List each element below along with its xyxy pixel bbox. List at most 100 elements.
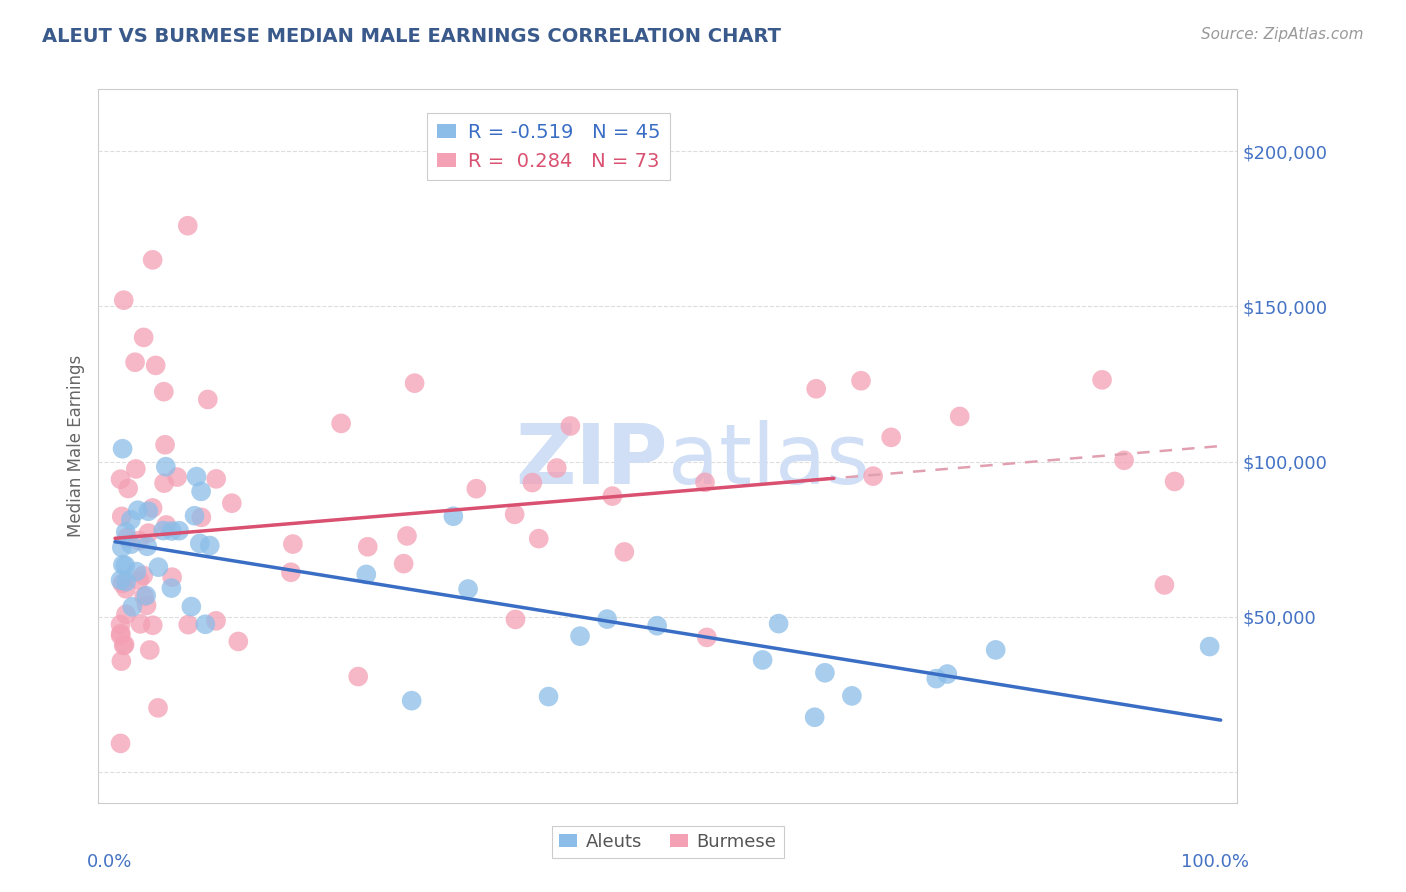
Point bbox=[522, 475, 544, 490]
Point bbox=[281, 537, 304, 551]
Point bbox=[138, 526, 160, 541]
Point bbox=[160, 570, 183, 584]
Point bbox=[145, 359, 167, 373]
Point bbox=[1112, 453, 1135, 467]
Point bbox=[117, 482, 139, 496]
Point bbox=[503, 508, 526, 522]
Point bbox=[125, 565, 148, 579]
Point bbox=[124, 355, 146, 369]
Point bbox=[111, 509, 134, 524]
Point bbox=[135, 599, 157, 613]
Point bbox=[136, 539, 159, 553]
Point bbox=[330, 417, 353, 431]
Point bbox=[132, 330, 155, 344]
Point bbox=[356, 567, 378, 582]
Point bbox=[167, 524, 190, 538]
Point bbox=[197, 392, 219, 407]
Point bbox=[127, 503, 149, 517]
Point bbox=[569, 629, 592, 643]
Point bbox=[111, 442, 134, 456]
Point bbox=[128, 533, 150, 548]
Point bbox=[347, 669, 370, 683]
Point bbox=[925, 672, 948, 686]
Point bbox=[115, 607, 138, 622]
Point bbox=[936, 667, 959, 681]
Point bbox=[136, 504, 159, 518]
Point bbox=[537, 690, 560, 704]
Point bbox=[441, 509, 464, 524]
Point bbox=[280, 566, 302, 580]
Point bbox=[527, 532, 550, 546]
Point bbox=[602, 489, 624, 503]
Point bbox=[177, 219, 200, 233]
Point bbox=[148, 560, 170, 574]
Point bbox=[596, 612, 619, 626]
Point bbox=[395, 529, 418, 543]
Point bbox=[114, 524, 136, 539]
Point bbox=[183, 508, 205, 523]
Point bbox=[205, 614, 228, 628]
Text: ZIP: ZIP bbox=[516, 420, 668, 500]
Point bbox=[153, 476, 176, 491]
Point bbox=[142, 500, 165, 515]
Point bbox=[546, 461, 568, 475]
Point bbox=[949, 409, 972, 424]
Point bbox=[768, 616, 790, 631]
Point bbox=[392, 557, 415, 571]
Point bbox=[120, 513, 142, 527]
Point bbox=[142, 618, 165, 632]
Point bbox=[862, 469, 884, 483]
Point bbox=[142, 252, 165, 267]
Point bbox=[139, 643, 162, 657]
Point bbox=[110, 472, 132, 486]
Point bbox=[114, 638, 136, 652]
Point bbox=[984, 643, 1007, 657]
Point bbox=[228, 634, 250, 648]
Point bbox=[180, 599, 202, 614]
Point bbox=[146, 701, 169, 715]
Point bbox=[152, 524, 174, 538]
Point bbox=[751, 653, 773, 667]
Point bbox=[153, 384, 176, 399]
Point bbox=[115, 574, 138, 589]
Point bbox=[645, 618, 668, 632]
Point bbox=[849, 374, 872, 388]
Point bbox=[188, 536, 211, 550]
Point bbox=[160, 581, 183, 595]
Point bbox=[121, 599, 143, 614]
Y-axis label: Median Male Earnings: Median Male Earnings bbox=[66, 355, 84, 537]
Point bbox=[613, 545, 636, 559]
Point bbox=[166, 470, 188, 484]
Point bbox=[160, 524, 183, 538]
Point bbox=[110, 628, 132, 642]
Point bbox=[190, 510, 212, 524]
Point bbox=[404, 376, 426, 391]
Point bbox=[132, 568, 155, 582]
Point bbox=[401, 693, 423, 707]
Point bbox=[111, 541, 134, 555]
Point bbox=[560, 419, 582, 434]
Point bbox=[804, 382, 827, 396]
Point bbox=[110, 626, 132, 640]
Point bbox=[115, 531, 138, 545]
Text: 0.0%: 0.0% bbox=[87, 853, 132, 871]
Point bbox=[221, 496, 243, 510]
Point bbox=[155, 459, 177, 474]
Point bbox=[841, 689, 863, 703]
Point bbox=[153, 438, 176, 452]
Point bbox=[135, 589, 157, 603]
Point bbox=[112, 639, 135, 653]
Text: 100.0%: 100.0% bbox=[1181, 853, 1249, 871]
Text: ALEUT VS BURMESE MEDIAN MALE EARNINGS CORRELATION CHART: ALEUT VS BURMESE MEDIAN MALE EARNINGS CO… bbox=[42, 27, 782, 45]
Point bbox=[129, 616, 152, 631]
Point bbox=[1198, 640, 1220, 654]
Point bbox=[110, 654, 132, 668]
Point bbox=[177, 617, 200, 632]
Point bbox=[198, 539, 221, 553]
Point bbox=[125, 462, 148, 476]
Point bbox=[1091, 373, 1114, 387]
Point bbox=[112, 293, 135, 308]
Point bbox=[693, 475, 716, 490]
Point bbox=[186, 469, 208, 483]
Point bbox=[115, 582, 138, 596]
